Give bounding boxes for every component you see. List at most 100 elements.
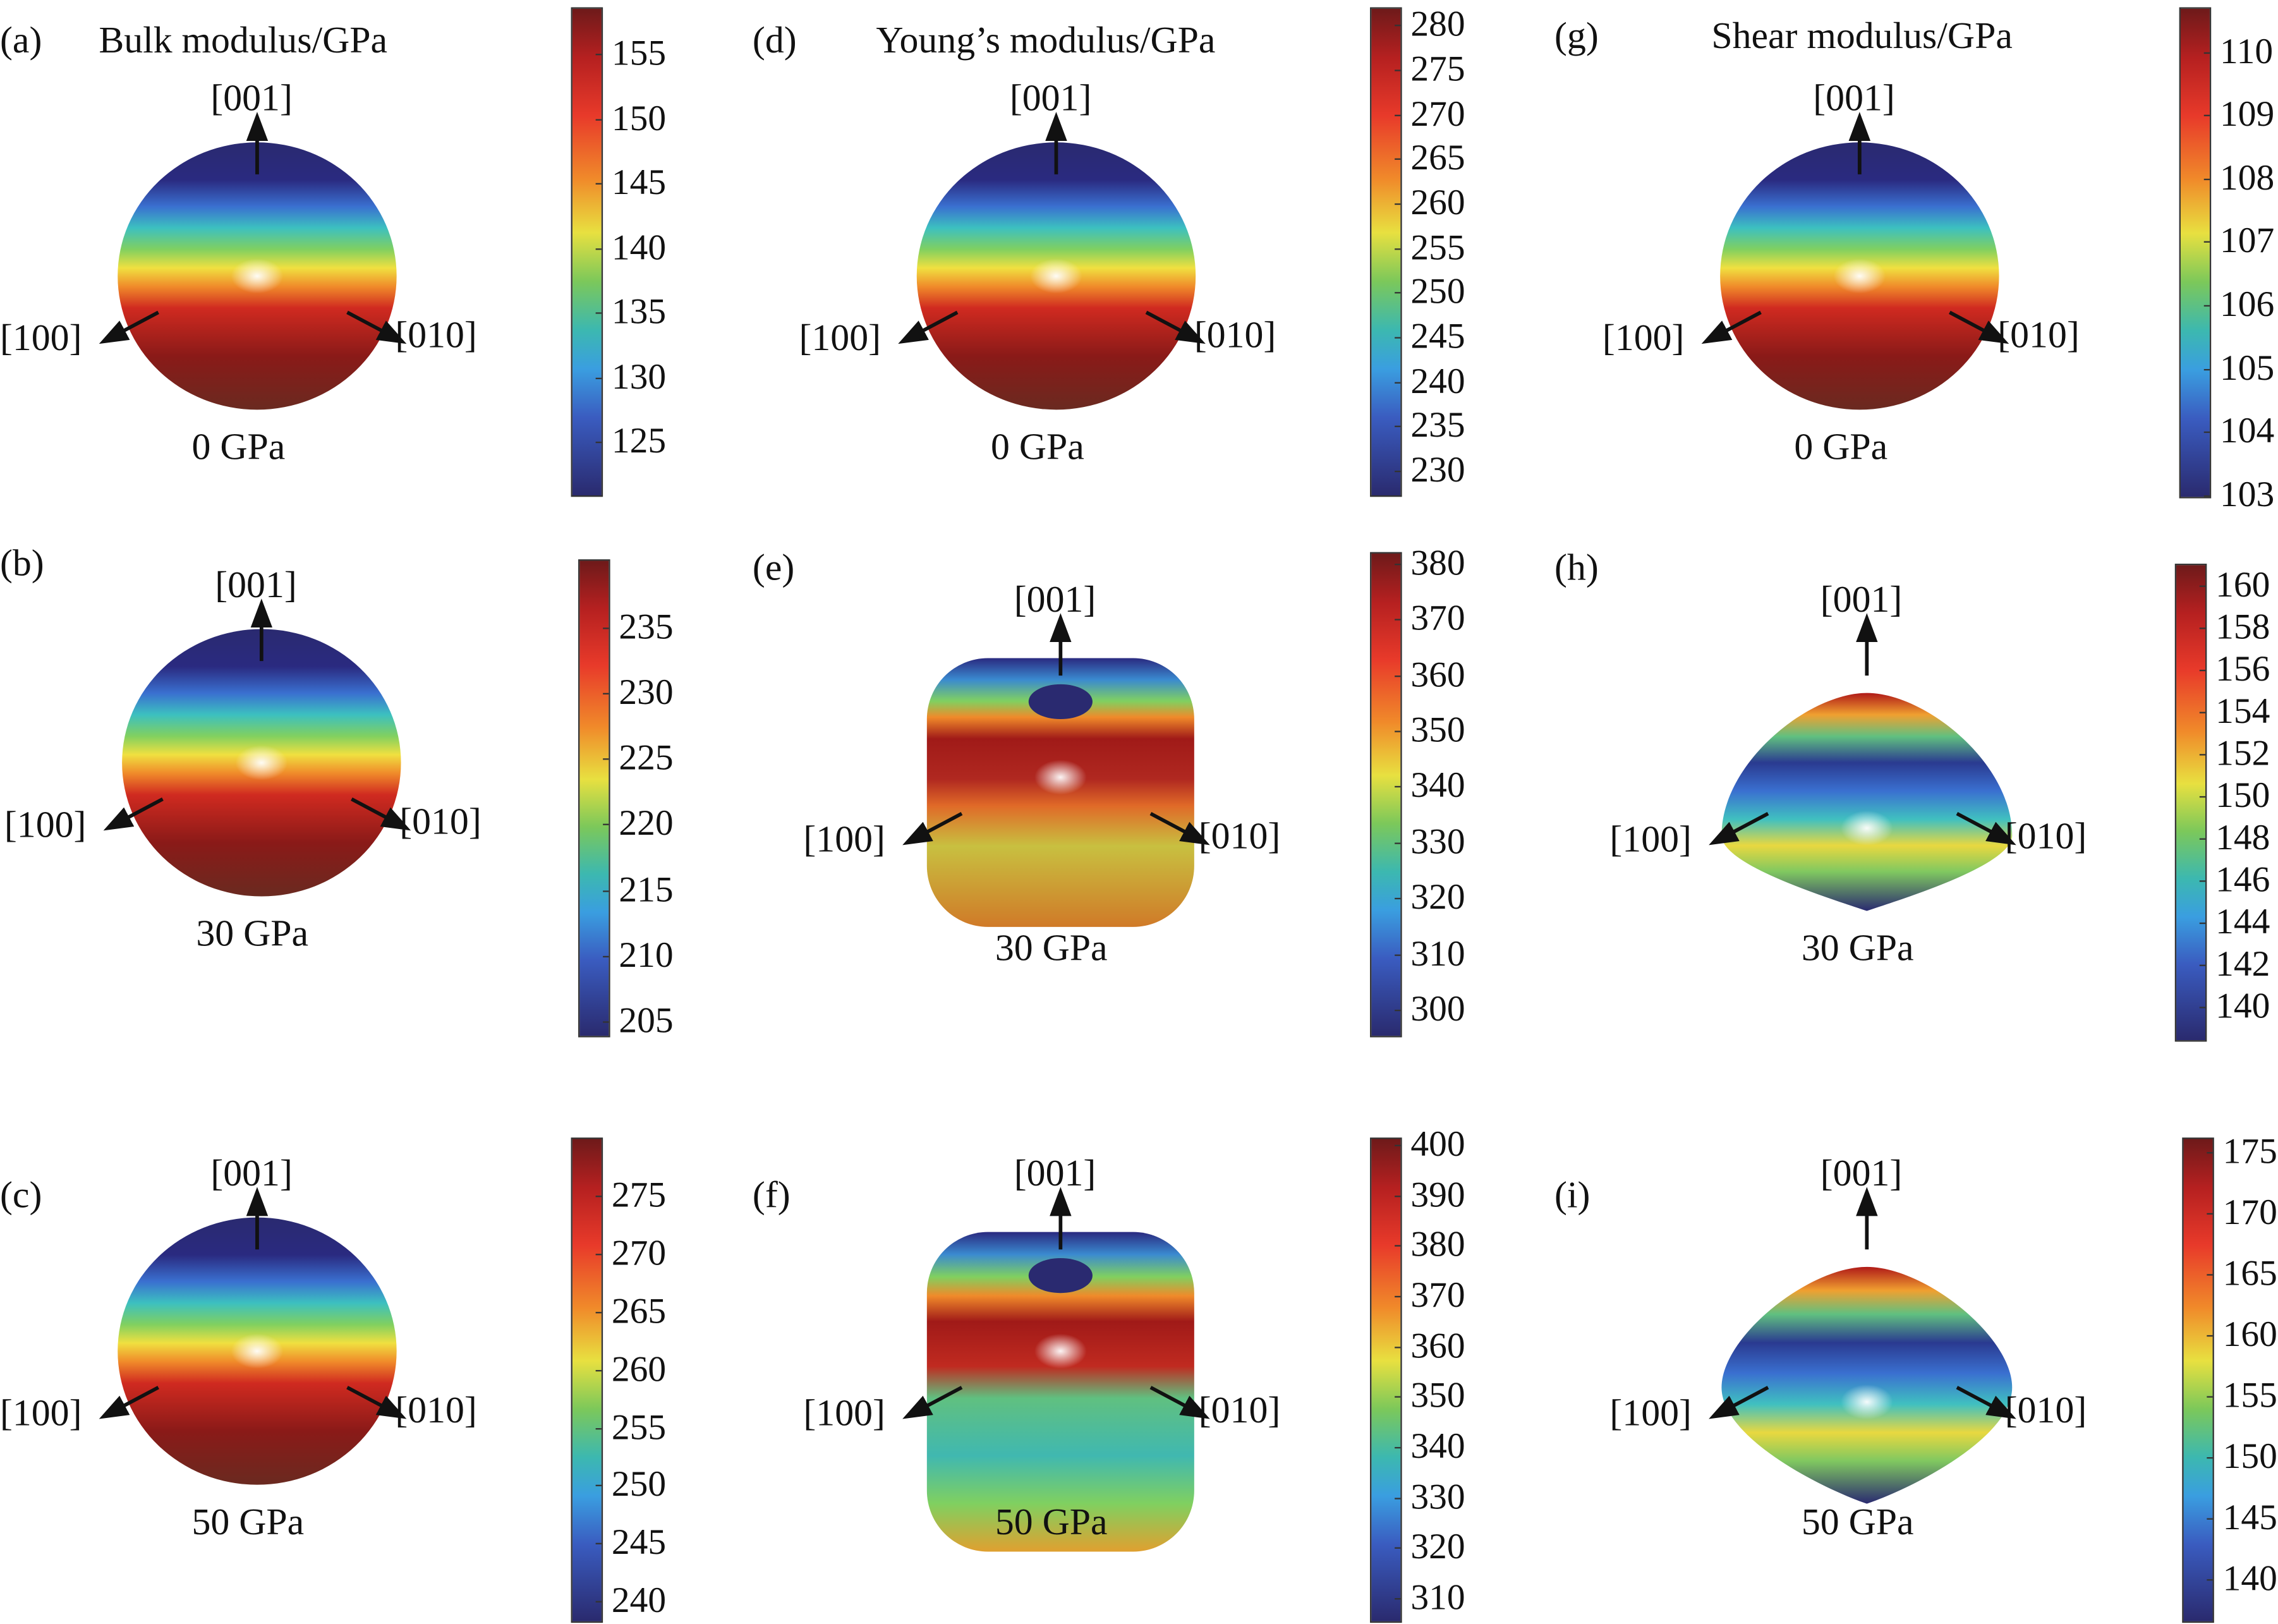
colorbar-tick-label: 390 xyxy=(1410,1175,1465,1215)
colorbar-tick-label: 310 xyxy=(1410,934,1465,974)
panel-title: Bulk modulus/GPa xyxy=(99,18,388,61)
colorbar-tick-mark xyxy=(1395,70,1401,71)
axis-010-arrow xyxy=(351,797,411,831)
colorbar-tick-mark xyxy=(2203,51,2210,53)
colorbar-tick-label: 109 xyxy=(2220,95,2275,135)
colorbar-tick-mark xyxy=(603,890,609,892)
colorbar-tick-label: 330 xyxy=(1410,823,1465,863)
colorbar xyxy=(1370,7,1402,497)
colorbar-tick-label: 155 xyxy=(611,34,667,74)
colorbar-tick-mark xyxy=(2199,880,2206,882)
pressure-label: 30 GPa xyxy=(995,926,1108,969)
colorbar-tick-label: 260 xyxy=(1410,183,1465,223)
colorbar xyxy=(571,7,603,497)
colorbar xyxy=(1370,552,1402,1038)
colorbar-tick-mark xyxy=(2199,923,2206,924)
colorbar-tick-label: 220 xyxy=(619,804,674,844)
axis-label-001: [001] xyxy=(1820,1152,1903,1194)
colorbar-tick-mark xyxy=(2203,368,2210,370)
colorbar-tick-label: 105 xyxy=(2220,349,2275,389)
colorbar-tick-mark xyxy=(1395,842,1401,844)
colorbar-tick-label: 103 xyxy=(2220,475,2275,516)
axis-010-arrow xyxy=(1949,310,2009,344)
colorbar-tick-label: 360 xyxy=(1410,655,1465,695)
colorbar xyxy=(578,559,610,1038)
colorbar-tick-mark xyxy=(595,118,602,120)
colorbar-tick-label: 250 xyxy=(611,1465,667,1505)
colorbar-tick-label: 154 xyxy=(2215,691,2270,731)
colorbar-tick-mark xyxy=(1395,675,1401,677)
colorbar-tick-label: 106 xyxy=(2220,285,2275,325)
colorbar-tick-label: 170 xyxy=(2222,1193,2277,1233)
colorbar-tick-label: 142 xyxy=(2215,945,2270,985)
colorbar-tick-mark xyxy=(1395,159,1401,161)
colorbar-tick-mark xyxy=(603,693,609,695)
colorbar-tick-label: 150 xyxy=(611,99,667,138)
panel-label: (b) xyxy=(0,542,44,585)
colorbar-tick-mark xyxy=(2207,1518,2213,1520)
colorbar-tick-label: 340 xyxy=(1410,767,1465,806)
axis-label-001: [001] xyxy=(1009,76,1092,119)
pressure-label: 50 GPa xyxy=(191,1500,305,1543)
colorbar-tick-label: 230 xyxy=(1410,451,1465,491)
colorbar-tick-label: 240 xyxy=(1410,361,1465,401)
axis-label-010: [010] xyxy=(1997,313,2080,356)
colorbar-tick-mark xyxy=(603,758,609,761)
surface-pole-cap xyxy=(1028,1258,1093,1294)
surface-pole-cap xyxy=(1028,684,1093,720)
colorbar-tick-mark xyxy=(1395,1010,1401,1012)
axis-label-010: [010] xyxy=(1198,1388,1281,1431)
colorbar-tick-mark xyxy=(2199,627,2206,629)
colorbar-tick-label: 240 xyxy=(611,1582,667,1621)
colorbar-tick-mark xyxy=(595,183,602,185)
panel-label: (c) xyxy=(0,1173,42,1216)
colorbar-tick-mark xyxy=(603,955,609,957)
colorbar-tick-label: 150 xyxy=(2222,1438,2277,1477)
colorbar-tick-mark xyxy=(595,1601,602,1603)
colorbar-tick-mark xyxy=(595,312,602,315)
highlight xyxy=(231,1333,284,1369)
pressure-label: 30 GPa xyxy=(196,912,309,955)
panel-label: (a) xyxy=(0,18,42,61)
axis-label-100: [100] xyxy=(799,317,882,359)
colorbar-tick-label: 165 xyxy=(2222,1254,2277,1294)
colorbar-tick-label: 250 xyxy=(1410,272,1465,312)
colorbar-tick-label: 370 xyxy=(1410,1276,1465,1316)
colorbar-tick-label: 158 xyxy=(2215,607,2270,647)
colorbar-tick-mark xyxy=(1395,898,1401,900)
colorbar-tick-label: 360 xyxy=(1410,1326,1465,1366)
colorbar-tick-mark xyxy=(2203,178,2210,180)
colorbar-tick-mark xyxy=(2199,796,2206,797)
axis-label-100: [100] xyxy=(0,1391,82,1434)
axis-label-001: [001] xyxy=(210,76,293,119)
colorbar-tick-mark xyxy=(1395,25,1401,27)
colorbar xyxy=(1370,1137,1402,1623)
colorbar-tick-mark xyxy=(1395,471,1401,473)
axis-label-010: [010] xyxy=(2004,815,2087,857)
colorbar-tick-label: 160 xyxy=(2222,1316,2277,1355)
colorbar-tick-label: 260 xyxy=(611,1350,667,1390)
panel-label: (g) xyxy=(1554,14,1599,57)
colorbar-tick-mark xyxy=(2203,241,2210,243)
highlight xyxy=(1030,258,1082,294)
colorbar-tick-label: 160 xyxy=(2215,565,2270,605)
colorbar-tick-mark xyxy=(1395,1497,1401,1499)
colorbar-tick-label: 370 xyxy=(1410,599,1465,639)
pressure-label: 30 GPa xyxy=(1801,926,1914,969)
axis-label-001: [001] xyxy=(1014,578,1096,621)
colorbar-tick-mark xyxy=(1395,248,1401,250)
axis-100-arrow xyxy=(1701,310,1762,344)
axis-100-arrow xyxy=(103,797,164,831)
colorbar-tick-mark xyxy=(2199,838,2206,840)
axis-label-001: [001] xyxy=(1813,76,1895,119)
colorbar-tick-label: 275 xyxy=(1410,50,1465,90)
pressure-label: 0 GPa xyxy=(191,425,286,468)
colorbar-tick-mark xyxy=(603,1021,609,1023)
axis-label-100: [100] xyxy=(803,1391,885,1434)
colorbar-tick-label: 230 xyxy=(619,673,674,713)
axis-010-arrow xyxy=(1149,1386,1210,1419)
colorbar-tick-label: 380 xyxy=(1410,1225,1465,1265)
axis-label-010: [010] xyxy=(395,1388,477,1431)
axis-100-arrow xyxy=(1709,1386,1769,1419)
colorbar-tick-label: 255 xyxy=(1410,228,1465,268)
